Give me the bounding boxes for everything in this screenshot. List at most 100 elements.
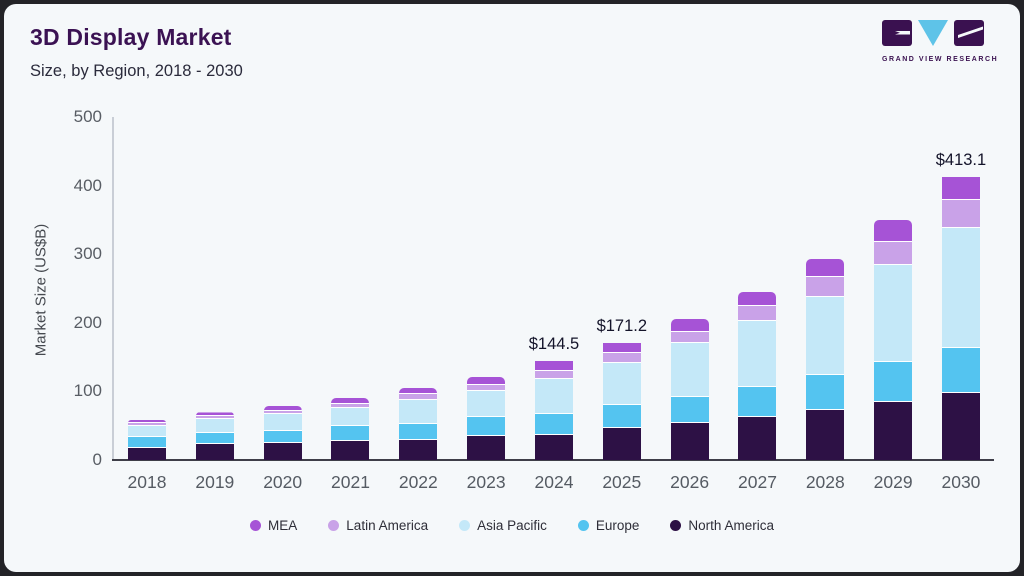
legend-dot-icon	[670, 520, 682, 531]
segment-2027-europe	[738, 387, 777, 418]
segment-2023-asia-pacific	[467, 390, 506, 418]
segment-2028-europe	[806, 374, 845, 410]
segment-2030-mea	[941, 176, 980, 201]
segment-2020-north-america	[263, 442, 302, 460]
segment-2020-europe	[263, 431, 302, 443]
x-tick-2021: 2021	[331, 472, 370, 492]
y-tick-300: 300	[73, 244, 102, 264]
y-tick-200: 200	[73, 312, 102, 332]
legend-label: MEA	[268, 518, 298, 533]
x-tick-2023: 2023	[466, 472, 506, 492]
segment-2019-asia-pacific	[195, 419, 234, 434]
bar-2019	[195, 412, 234, 460]
segment-2019-north-america	[195, 444, 234, 460]
segment-2021-asia-pacific	[331, 408, 370, 426]
segment-2023-europe	[467, 417, 506, 436]
segment-2026-latin-america	[670, 331, 709, 344]
legend-item-north-america: North America	[670, 518, 774, 533]
x-axis-line	[112, 459, 994, 461]
x-tick-2026: 2026	[670, 472, 710, 492]
segment-2024-asia-pacific	[534, 378, 573, 415]
x-tick-2024: 2024	[534, 472, 574, 492]
bar-2026	[670, 319, 709, 460]
x-tick-2029: 2029	[873, 472, 913, 492]
legend-label: North America	[688, 518, 774, 533]
segment-2027-north-america	[738, 417, 777, 460]
segment-2025-mea	[602, 342, 641, 354]
segment-2030-latin-america	[941, 200, 980, 229]
y-tick-100: 100	[73, 381, 102, 401]
segment-2028-north-america	[806, 409, 845, 460]
segment-2022-north-america	[399, 440, 438, 460]
segment-2026-mea	[670, 319, 709, 332]
segment-2022-asia-pacific	[399, 400, 438, 425]
y-tick-500: 500	[73, 107, 102, 126]
x-tick-2018: 2018	[127, 472, 167, 492]
x-tick-2028: 2028	[805, 472, 845, 492]
segment-2026-north-america	[670, 422, 709, 460]
x-tick-2030: 2030	[941, 472, 981, 492]
segment-2029-latin-america	[874, 242, 913, 265]
chart-card: 3D Display Market Size, by Region, 2018 …	[4, 4, 1020, 572]
bar-2018	[128, 419, 166, 460]
value-label-2024: $144.5	[528, 334, 580, 353]
segment-2025-europe	[602, 404, 641, 429]
segment-2024-latin-america	[534, 370, 573, 379]
segment-2018-latin-america	[128, 423, 166, 426]
legend-label: Asia Pacific	[477, 518, 547, 533]
segment-2018-north-america	[128, 447, 166, 460]
segment-2021-latin-america	[331, 404, 370, 409]
bar-2028	[806, 259, 845, 460]
bar-2020	[263, 405, 302, 460]
segment-2021-north-america	[331, 441, 370, 460]
page-subtitle: Size, by Region, 2018 - 2030	[30, 62, 243, 80]
y-tick-0: 0	[92, 450, 102, 469]
legend-label: Europe	[595, 518, 640, 533]
segment-2018-mea	[128, 419, 166, 424]
page-title: 3D Display Market	[30, 24, 232, 50]
value-label-2025: $171.2	[596, 316, 648, 335]
segment-2023-latin-america	[467, 384, 506, 391]
segment-2019-europe	[195, 433, 234, 445]
segment-2027-asia-pacific	[738, 321, 777, 388]
segment-2019-mea	[195, 412, 234, 417]
segment-2027-latin-america	[738, 306, 777, 322]
segment-2021-mea	[331, 398, 370, 405]
legend-dot-icon	[459, 520, 471, 531]
bar-2029	[874, 220, 913, 460]
segment-2023-mea	[467, 377, 506, 385]
legend-item-europe: Europe	[577, 518, 640, 533]
segment-2028-mea	[806, 259, 845, 277]
x-tick-2020: 2020	[263, 472, 303, 492]
bar-2023	[467, 377, 506, 460]
segment-2022-mea	[399, 387, 438, 395]
legend-item-asia-pacific: Asia Pacific	[459, 518, 547, 533]
bar-2025: $171.2	[597, 317, 647, 460]
segment-2019-latin-america	[195, 416, 234, 420]
segment-2025-asia-pacific	[602, 362, 641, 405]
legend-item-mea: MEA	[250, 518, 297, 533]
gvr-logo-icon	[882, 20, 984, 46]
legend-dot-icon	[250, 520, 262, 531]
segment-2023-north-america	[467, 436, 506, 460]
x-tick-2027: 2027	[738, 472, 777, 492]
bar-2027	[738, 292, 777, 460]
bar-2021	[331, 398, 370, 460]
segment-2018-asia-pacific	[128, 425, 166, 437]
segment-2025-latin-america	[602, 353, 641, 363]
legend-dot-icon	[328, 520, 340, 531]
segment-2024-north-america	[534, 434, 573, 460]
bar-2022	[399, 387, 438, 460]
segment-2029-north-america	[874, 402, 913, 460]
segment-2030-north-america	[941, 393, 980, 460]
y-axis-line	[112, 117, 114, 460]
segment-2022-latin-america	[399, 394, 438, 400]
segment-2026-asia-pacific	[670, 343, 709, 397]
segment-2022-europe	[399, 424, 438, 441]
x-tick-2019: 2019	[195, 472, 235, 492]
chart-legend: MEA Latin America Asia Pacific Europe North …	[4, 518, 1020, 533]
segment-2027-mea	[738, 292, 777, 307]
y-tick-400: 400	[73, 175, 102, 195]
grand-view-research-logo: GRAND VIEW RESEARCH	[882, 20, 997, 63]
segment-2029-mea	[874, 220, 913, 243]
